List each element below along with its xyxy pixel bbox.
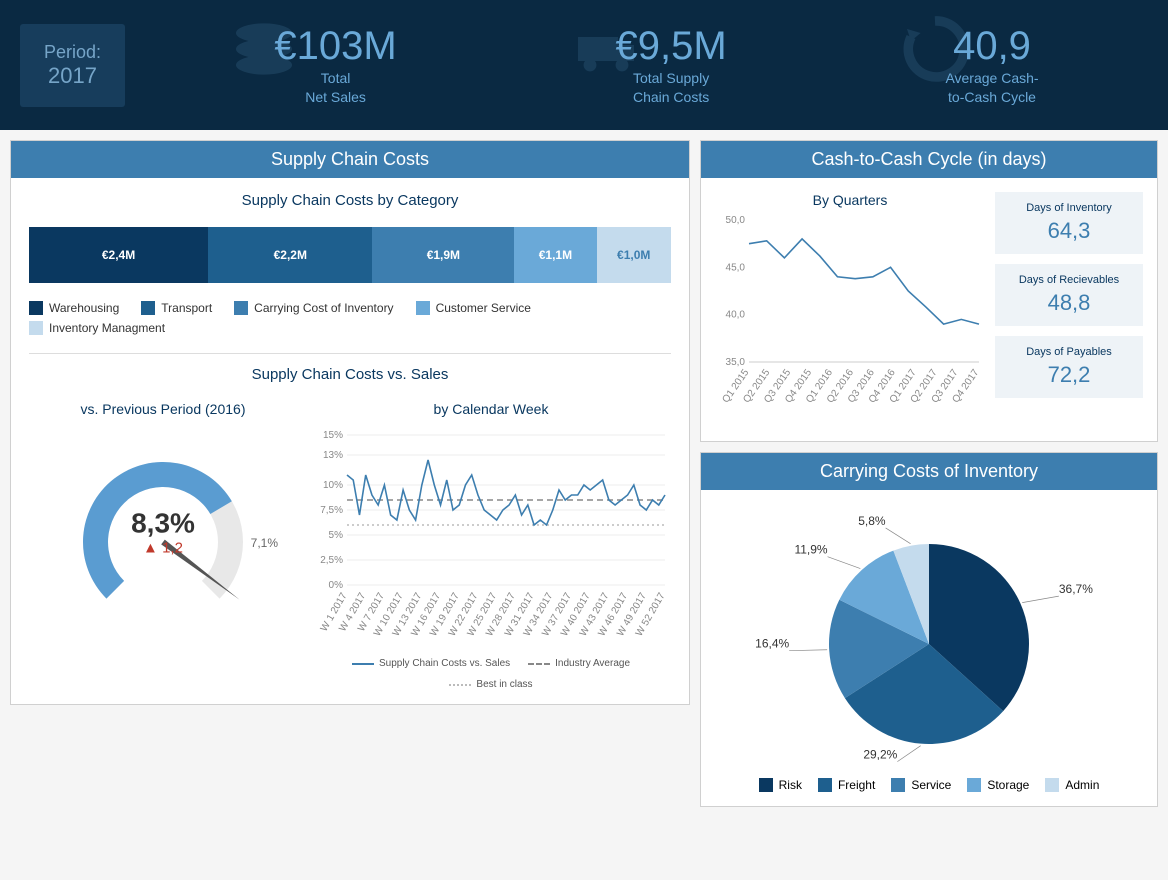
legend-item: Risk [759, 778, 802, 792]
carrying-costs-panel: Carrying Costs of Inventory 36,7% 29,2% 16… [700, 452, 1158, 807]
cash-to-cash-panel: Cash-to-Cash Cycle (in days) By Quarters… [700, 140, 1158, 442]
period-label: Period: [44, 42, 101, 63]
legend-item: Service [891, 778, 951, 792]
legend-best: Best in class [476, 679, 532, 690]
weekly-legend: Supply Chain Costs vs. Sales Industry Av… [311, 658, 671, 690]
period-year: 2017 [44, 63, 101, 89]
cycle-icon [895, 9, 975, 89]
kpi-total-net-sales: €103M Total Net Sales [274, 24, 396, 105]
card-label: Days of Recievables [1003, 274, 1135, 286]
gauge-delta: ▲ 1,2 [131, 540, 195, 557]
metric-card: Days of Recievables 48,8 [995, 264, 1143, 326]
metric-card: Days of Payables 72,2 [995, 336, 1143, 398]
svg-text:0%: 0% [329, 580, 344, 591]
supply-chain-costs-panel: Supply Chain Costs Supply Chain Costs by… [10, 140, 690, 705]
bar-segment: €2,4M [29, 227, 208, 283]
bar-segment: €1,1M [514, 227, 596, 283]
bar-segment: €1,0M [597, 227, 671, 283]
truck-icon [566, 9, 646, 89]
card-value: 64,3 [1003, 218, 1135, 244]
kpi-supply-chain-costs: €9,5M Total Supply Chain Costs [616, 24, 727, 105]
bar-segment: €2,2M [208, 227, 372, 283]
legend-item: Customer Service [416, 301, 531, 315]
kpi-label-2: Chain Costs [616, 88, 727, 106]
svg-text:2,5%: 2,5% [320, 555, 343, 566]
category-legend: Warehousing Transport Carrying Cost of Inv… [29, 301, 671, 335]
svg-text:11,9%: 11,9% [794, 543, 827, 557]
gauge-column: vs. Previous Period (2016) 8,3% ▲ 1,2 7,… [29, 401, 297, 690]
svg-text:15%: 15% [323, 430, 343, 441]
panel-title: Supply Chain Costs [11, 141, 689, 178]
metric-card: Days of Inventory 64,3 [995, 192, 1143, 254]
weekly-column: by Calendar Week 0%2,5%5%7,5%10%13%15%W … [311, 401, 671, 690]
period-badge: Period: 2017 [20, 24, 125, 107]
weekly-line-chart: 0%2,5%5%7,5%10%13%15%W 1 2017W 4 2017W 7… [311, 427, 671, 647]
gauge-title: vs. Previous Period (2016) [29, 401, 297, 417]
svg-text:5%: 5% [329, 530, 344, 541]
coins-icon [224, 9, 304, 89]
svg-text:16,4%: 16,4% [755, 637, 789, 651]
gauge-chart: 8,3% ▲ 1,2 7,1% [58, 427, 268, 637]
card-label: Days of Payables [1003, 346, 1135, 358]
kpi-cash-cycle: 40,9 Average Cash- to-Cash Cycle [945, 24, 1038, 105]
svg-text:13%: 13% [323, 450, 343, 461]
c2c-chart-area: By Quarters 35,040,045,050,0Q1 2015Q2 20… [715, 192, 985, 427]
kpi-row: €103M Total Net Sales €9,5M Total Supply… [165, 24, 1148, 105]
legend-avg: Industry Average [555, 658, 630, 669]
svg-text:10%: 10% [323, 480, 343, 491]
by-category-title: Supply Chain Costs by Category [29, 192, 671, 209]
svg-text:45,0: 45,0 [726, 262, 746, 273]
gauge-pointer-label: 7,1% [251, 536, 278, 550]
costs-by-category-bar: €2,4M€2,2M€1,9M€1,1M€1,0M [29, 227, 671, 283]
quarters-line-chart: 35,040,045,050,0Q1 2015Q2 2015Q3 2015Q4 … [715, 212, 985, 422]
weekly-title: by Calendar Week [311, 401, 671, 417]
panel-title: Cash-to-Cash Cycle (in days) [701, 141, 1157, 178]
gauge-value: 8,3% [131, 508, 195, 540]
legend-item: Warehousing [29, 301, 119, 315]
svg-text:5,8%: 5,8% [858, 514, 886, 528]
legend-series: Supply Chain Costs vs. Sales [379, 658, 510, 669]
c2c-chart-title: By Quarters [715, 192, 985, 208]
pie-legend: Risk Freight Service Storage Admin [719, 778, 1139, 792]
card-value: 48,8 [1003, 290, 1135, 316]
c2c-cards: Days of Inventory 64,3 Days of Recievables… [995, 192, 1143, 427]
card-label: Days of Inventory [1003, 202, 1135, 214]
pie-chart: 36,7% 29,2% 16,4% 11,9% 5,8% [719, 504, 1139, 774]
svg-text:35,0: 35,0 [726, 357, 746, 368]
svg-text:40,0: 40,0 [726, 310, 746, 321]
legend-item: Admin [1045, 778, 1099, 792]
vs-sales-title: Supply Chain Costs vs. Sales [29, 366, 671, 383]
panel-title: Carrying Costs of Inventory [701, 453, 1157, 490]
kpi-label-2: Net Sales [274, 88, 396, 106]
kpi-label-2: to-Cash Cycle [945, 88, 1038, 106]
header: Period: 2017 €103M Total Net Sales €9,5M… [0, 0, 1168, 130]
card-value: 72,2 [1003, 362, 1135, 388]
legend-item: Transport [141, 301, 212, 315]
svg-text:36,7%: 36,7% [1059, 582, 1093, 596]
bar-segment: €1,9M [372, 227, 514, 283]
legend-item: Storage [967, 778, 1029, 792]
legend-item: Carrying Cost of Inventory [234, 301, 393, 315]
legend-item: Freight [818, 778, 875, 792]
divider [29, 353, 671, 354]
svg-text:7,5%: 7,5% [320, 505, 343, 516]
legend-item: Inventory Managment [29, 321, 165, 335]
svg-text:29,2%: 29,2% [863, 748, 897, 762]
svg-text:50,0: 50,0 [726, 215, 746, 226]
